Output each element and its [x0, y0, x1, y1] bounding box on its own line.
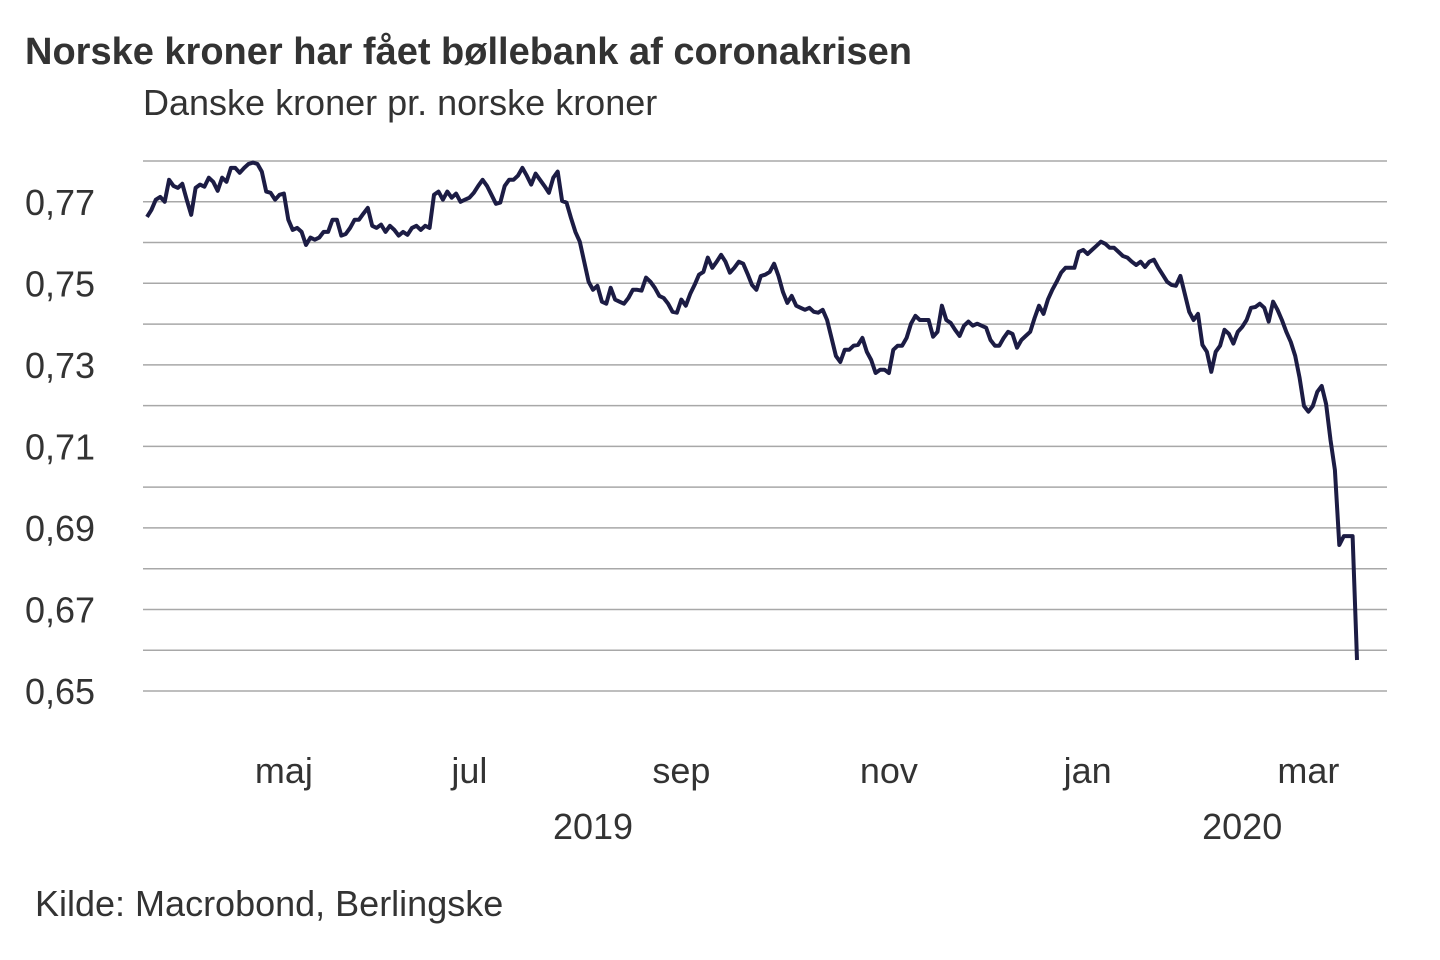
x-year-label: 2019 — [553, 806, 633, 847]
y-tick-label: 0,65 — [25, 671, 95, 712]
x-tick-label: nov — [860, 750, 918, 791]
source: Kilde: Macrobond, Berlingske — [35, 883, 503, 924]
y-tick-label: 0,75 — [25, 263, 95, 304]
y-tick-label: 0,77 — [25, 182, 95, 223]
chart-title: Norske kroner har fået bøllebank af coro… — [25, 31, 912, 73]
y-tick-label: 0,69 — [25, 508, 95, 549]
line-series — [145, 160, 1359, 661]
y-tick-label: 0,73 — [25, 345, 95, 386]
x-tick-label: maj — [255, 750, 313, 791]
x-tick-label: sep — [652, 750, 710, 791]
x-year-label: 2020 — [1202, 806, 1282, 847]
x-tick-label: mar — [1277, 750, 1339, 791]
y-tick-label: 0,71 — [25, 426, 95, 467]
chart-subtitle: Danske kroner pr. norske kroner — [143, 82, 657, 123]
y-tick-label: 0,67 — [25, 589, 95, 630]
x-tick-label: jan — [1063, 750, 1112, 791]
x-tick-label: jul — [450, 750, 487, 791]
